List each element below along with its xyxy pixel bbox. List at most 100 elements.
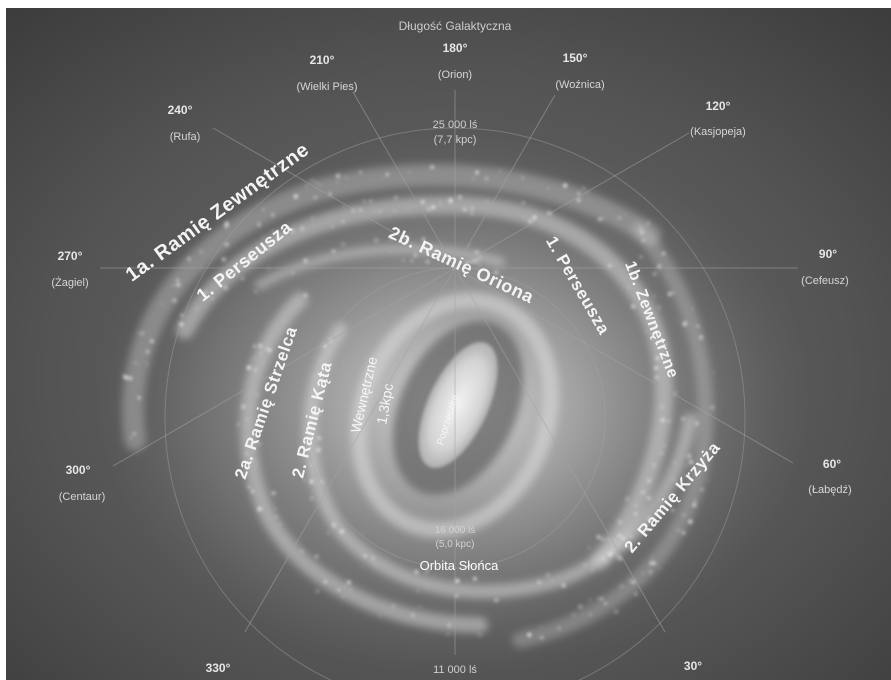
star-cluster-dot	[642, 239, 645, 242]
star-cluster-dot	[150, 339, 153, 342]
star-cluster-dot	[359, 171, 361, 173]
star-cluster-dot	[577, 194, 579, 196]
star-cluster-dot	[266, 347, 269, 350]
star-cluster-dot	[473, 177, 475, 179]
longitude-150-constellation: (Woźnica)	[555, 79, 604, 91]
star-cluster-dot	[713, 372, 715, 374]
star-cluster-dot	[458, 195, 462, 199]
star-cluster-dot	[372, 557, 375, 560]
star-cluster-dot	[430, 165, 434, 169]
star-cluster-dot	[584, 564, 586, 566]
star-cluster-dot	[486, 200, 489, 203]
star-cluster-dot	[676, 528, 679, 531]
star-cluster-dot	[647, 222, 650, 225]
star-cluster-dot	[315, 589, 319, 593]
star-cluster-dot	[272, 491, 275, 494]
star-cluster-dot	[130, 436, 133, 439]
star-cluster-dot	[632, 305, 635, 308]
star-cluster-dot	[601, 537, 605, 541]
star-cluster-dot	[614, 610, 618, 614]
longitude-120-constellation: (Kasjopeja)	[690, 126, 746, 138]
star-cluster-dot	[463, 208, 467, 212]
star-cluster-dot	[426, 588, 427, 589]
star-cluster-dot	[359, 208, 363, 212]
star-cluster-dot	[146, 362, 147, 363]
star-cluster-dot	[683, 514, 685, 516]
longitude-270-constellation: (Żagiel)	[51, 276, 88, 289]
star-cluster-dot	[187, 257, 191, 261]
longitude-180-constellation: (Orion)	[438, 69, 472, 81]
star-cluster-dot	[374, 238, 378, 242]
star-cluster-dot	[647, 496, 651, 500]
star-cluster-dot	[606, 562, 607, 563]
star-cluster-dot	[626, 497, 629, 500]
axis-title: Długość Galaktyczna	[399, 19, 512, 33]
star-cluster-dot	[653, 272, 657, 276]
star-cluster-dot	[475, 171, 479, 175]
longitude-270-degree: 270°	[58, 249, 83, 263]
star-cluster-dot	[662, 252, 665, 255]
star-cluster-dot	[257, 507, 261, 511]
star-cluster-dot	[657, 306, 661, 310]
star-cluster-dot	[147, 364, 149, 366]
star-cluster-dot	[200, 250, 203, 253]
longitude-90-constellation: (Cefeusz)	[801, 275, 849, 287]
star-cluster-dot	[695, 422, 698, 425]
star-cluster-dot	[389, 215, 391, 217]
star-cluster-dot	[248, 486, 251, 489]
star-cluster-dot	[345, 586, 346, 587]
star-cluster-dot	[618, 534, 621, 537]
star-cluster-dot	[563, 184, 567, 188]
star-cluster-dot	[640, 231, 644, 235]
star-cluster-dot	[301, 550, 304, 553]
star-cluster-dot	[350, 588, 352, 590]
star-cluster-dot	[340, 529, 344, 533]
star-cluster-dot	[332, 226, 334, 228]
star-cluster-dot	[394, 211, 396, 213]
star-cluster-dot	[589, 599, 591, 601]
star-cluster-dot	[329, 352, 330, 353]
star-cluster-dot	[311, 217, 313, 219]
star-cluster-dot	[262, 508, 264, 510]
star-cluster-dot	[449, 198, 453, 202]
star-cluster-dot	[682, 418, 685, 421]
star-cluster-dot	[618, 217, 621, 220]
star-cluster-dot	[332, 250, 335, 253]
star-cluster-dot	[667, 420, 670, 423]
star-cluster-dot	[268, 349, 271, 352]
star-cluster-dot	[540, 636, 543, 639]
star-cluster-dot	[201, 266, 202, 267]
star-cluster-dot	[634, 512, 637, 515]
star-cluster-dot	[627, 587, 628, 588]
star-cluster-dot	[324, 580, 327, 583]
star-cluster-dot	[599, 597, 603, 601]
star-cluster-dot	[386, 173, 389, 176]
star-cluster-dot	[411, 614, 414, 617]
star-cluster-dot	[260, 353, 262, 355]
distance-bottom: 11 000 lś	[433, 664, 477, 676]
star-cluster-dot	[379, 210, 382, 213]
star-cluster-dot	[641, 491, 645, 495]
star-cluster-dot	[602, 217, 605, 220]
star-cluster-dot	[372, 561, 373, 562]
star-cluster-dot	[649, 570, 653, 574]
star-cluster-dot	[660, 451, 664, 455]
star-cluster-dot	[364, 555, 367, 558]
star-cluster-dot	[558, 627, 561, 630]
star-cluster-dot	[577, 198, 580, 201]
star-cluster-dot	[697, 325, 700, 328]
star-cluster-dot	[604, 602, 607, 605]
star-cluster-dot	[687, 454, 691, 458]
star-cluster-dot	[300, 227, 303, 230]
star-cluster-dot	[598, 218, 601, 221]
star-cluster-dot	[693, 503, 697, 507]
longitude-300-constellation: (Centaur)	[59, 491, 105, 503]
star-cluster-dot	[347, 580, 351, 584]
star-cluster-dot	[319, 184, 321, 186]
star-cluster-dot	[138, 396, 141, 399]
star-cluster-dot	[363, 200, 365, 202]
star-cluster-dot	[616, 518, 617, 519]
star-cluster-dot	[628, 287, 630, 289]
star-cluster-dot	[663, 444, 666, 447]
star-cluster-dot	[583, 613, 584, 614]
